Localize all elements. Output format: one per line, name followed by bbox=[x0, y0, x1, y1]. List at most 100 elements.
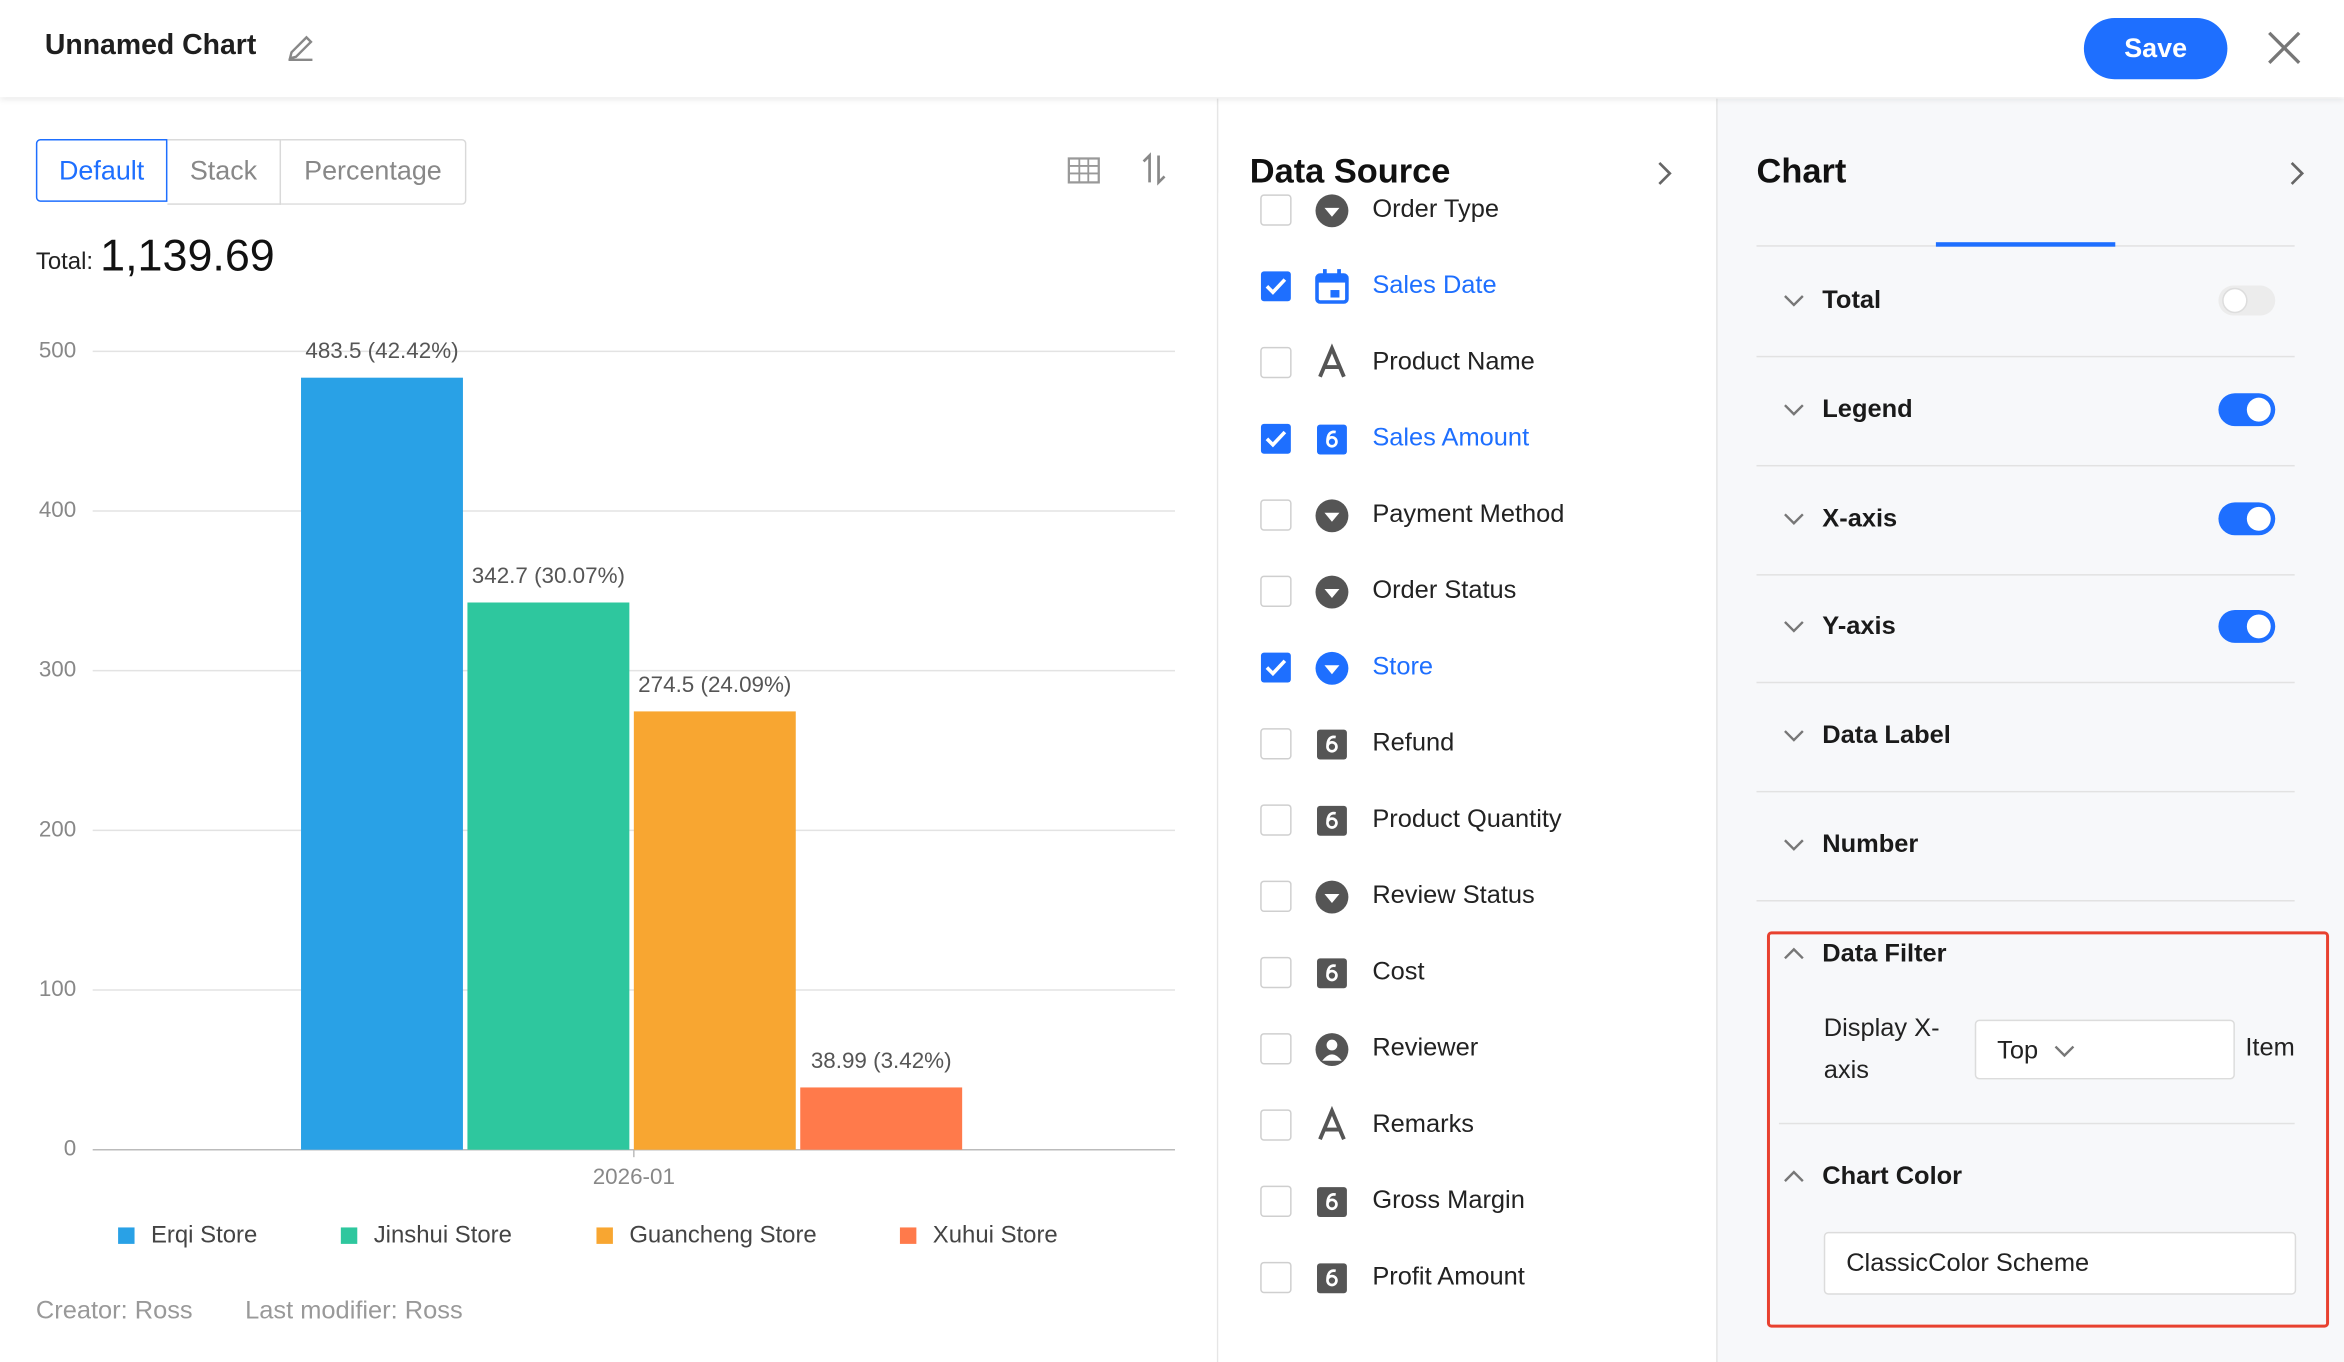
field-row[interactable]: Order Type bbox=[1218, 193, 1714, 241]
data-filter-suffix: Item bbox=[2245, 1033, 2295, 1062]
field-checkbox[interactable] bbox=[1218, 562, 1714, 622]
section-toggle[interactable] bbox=[2217, 609, 2277, 645]
field-row[interactable]: Review Status bbox=[1218, 867, 1714, 927]
data-source-expand[interactable] bbox=[1653, 160, 1674, 187]
filter-chevron[interactable] bbox=[1782, 945, 1806, 963]
field-row[interactable]: Sales Amount bbox=[1218, 410, 1714, 470]
data-source-title: Data Source bbox=[1249, 151, 1451, 190]
field-checkbox[interactable] bbox=[1218, 638, 1714, 698]
section-chevron[interactable] bbox=[1782, 292, 1806, 310]
field-row[interactable]: Product Name bbox=[1218, 333, 1714, 393]
field-row[interactable]: Refund bbox=[1218, 715, 1714, 775]
section-chevron[interactable] bbox=[1782, 400, 1806, 418]
field-label: Gross Margin bbox=[1372, 1185, 1525, 1214]
section-label[interactable]: Number bbox=[1822, 829, 1919, 859]
field-label: Order Status bbox=[1372, 575, 1517, 605]
section-chevron[interactable] bbox=[1782, 618, 1806, 636]
field-label: Sales Amount bbox=[1372, 423, 1530, 452]
field-row[interactable]: Store bbox=[1218, 638, 1714, 698]
section-chevron[interactable] bbox=[1782, 727, 1806, 745]
field-checkbox[interactable] bbox=[1218, 193, 1714, 241]
legend-swatch bbox=[899, 1227, 917, 1244]
field-row[interactable]: Reviewer bbox=[1218, 1020, 1714, 1080]
close-button[interactable] bbox=[2266, 30, 2302, 66]
legend-swatch bbox=[340, 1227, 358, 1244]
field-label: Store bbox=[1372, 651, 1434, 681]
section-label[interactable]: Legend bbox=[1822, 394, 1913, 423]
top-select[interactable] bbox=[1974, 1019, 2235, 1080]
header-bar bbox=[0, 0, 2344, 98]
field-label: Payment Method bbox=[1372, 499, 1565, 528]
data-label: 342.7 (30.07%) bbox=[472, 563, 625, 588]
section-chevron[interactable] bbox=[1782, 836, 1806, 854]
field-checkbox[interactable] bbox=[1218, 867, 1714, 927]
chart-title: Unnamed Chart bbox=[44, 29, 257, 62]
field-checkbox[interactable] bbox=[1218, 1020, 1714, 1080]
section-label[interactable]: X-axis bbox=[1822, 503, 1898, 532]
field-row[interactable]: Product Quantity bbox=[1218, 791, 1714, 851]
field-checkbox[interactable] bbox=[1218, 1096, 1714, 1156]
field-row[interactable]: Cost bbox=[1218, 943, 1714, 1003]
sort-icon[interactable] bbox=[1138, 152, 1171, 186]
field-checkbox[interactable] bbox=[1218, 1248, 1714, 1308]
section-label[interactable]: Total bbox=[1822, 285, 1882, 314]
last-modifier: Last modifier: Ross bbox=[245, 1296, 463, 1325]
data-label: 483.5 (42.42%) bbox=[305, 338, 458, 363]
bar bbox=[633, 711, 796, 1150]
field-label: Remarks bbox=[1372, 1109, 1474, 1138]
field-checkbox[interactable] bbox=[1218, 257, 1714, 317]
field-checkbox[interactable] bbox=[1218, 715, 1714, 775]
field-row[interactable]: Gross Margin bbox=[1218, 1172, 1714, 1232]
tab-underline-active bbox=[1935, 242, 2116, 247]
chart: 0 100 200 300 400 500 2026-01 483.5 (42.42%) 342… bbox=[39, 337, 1175, 1249]
table-view-icon[interactable] bbox=[1067, 157, 1100, 184]
save-button[interactable]: Save bbox=[2083, 17, 2228, 80]
field-row[interactable]: Sales Date bbox=[1218, 257, 1714, 317]
highlight-box bbox=[1766, 931, 2330, 1328]
section-chevron[interactable] bbox=[1782, 509, 1806, 527]
color-scheme-select[interactable] bbox=[1823, 1231, 2297, 1295]
bar bbox=[467, 602, 630, 1150]
data-label: 274.5 (24.09%) bbox=[638, 672, 791, 697]
field-row[interactable]: Profit Amount bbox=[1218, 1248, 1714, 1308]
section-toggle[interactable] bbox=[2217, 391, 2277, 427]
view-tab[interactable]: Default bbox=[35, 139, 168, 202]
section-divider bbox=[1756, 464, 2295, 467]
field-checkbox[interactable] bbox=[1218, 486, 1714, 546]
field-checkbox[interactable] bbox=[1218, 410, 1714, 470]
section-divider bbox=[1756, 573, 2295, 575]
color-scheme-value: ClassicColor Scheme bbox=[1846, 1248, 2090, 1277]
section-toggle[interactable] bbox=[2217, 283, 2277, 319]
field-label: Order Type bbox=[1372, 194, 1499, 223]
chart-color-title: Chart Color bbox=[1822, 1161, 1963, 1191]
color-chevron[interactable] bbox=[1782, 1168, 1806, 1186]
data-filter-label: Display X-axis bbox=[1823, 1013, 1940, 1084]
settings-expand[interactable] bbox=[2286, 160, 2307, 187]
view-tab[interactable]: Percentage bbox=[281, 139, 467, 205]
data-label: 38.99 (3.42%) bbox=[811, 1048, 952, 1073]
y-tick-label: 400 bbox=[39, 497, 76, 522]
field-row[interactable]: Remarks bbox=[1218, 1096, 1714, 1156]
select-arrow[interactable] bbox=[2054, 1044, 2075, 1059]
edit-title-icon[interactable] bbox=[286, 33, 316, 63]
section-divider bbox=[1756, 682, 2295, 684]
legend-swatch bbox=[596, 1227, 613, 1244]
field-checkbox[interactable] bbox=[1218, 791, 1714, 851]
view-tab[interactable]: Stack bbox=[167, 139, 282, 205]
x-tick-label: 2026-01 bbox=[593, 1164, 675, 1189]
field-checkbox[interactable] bbox=[1218, 333, 1714, 393]
section-toggle[interactable] bbox=[2217, 500, 2277, 536]
field-checkbox[interactable] bbox=[1218, 1172, 1714, 1232]
section-divider bbox=[1756, 355, 2295, 358]
field-checkbox[interactable] bbox=[1218, 943, 1714, 1003]
section-label[interactable]: Y-axis bbox=[1822, 612, 1896, 641]
section-label[interactable]: Data Label bbox=[1822, 720, 1951, 750]
field-row[interactable]: Payment Method bbox=[1218, 486, 1714, 546]
field-row[interactable]: Order Status bbox=[1218, 562, 1714, 622]
legend-label: Jinshui Store bbox=[374, 1222, 512, 1249]
top-select-value: Top bbox=[1997, 1036, 2039, 1065]
settings-title: Chart bbox=[1756, 151, 1847, 190]
y-tick-label: 200 bbox=[39, 816, 76, 841]
